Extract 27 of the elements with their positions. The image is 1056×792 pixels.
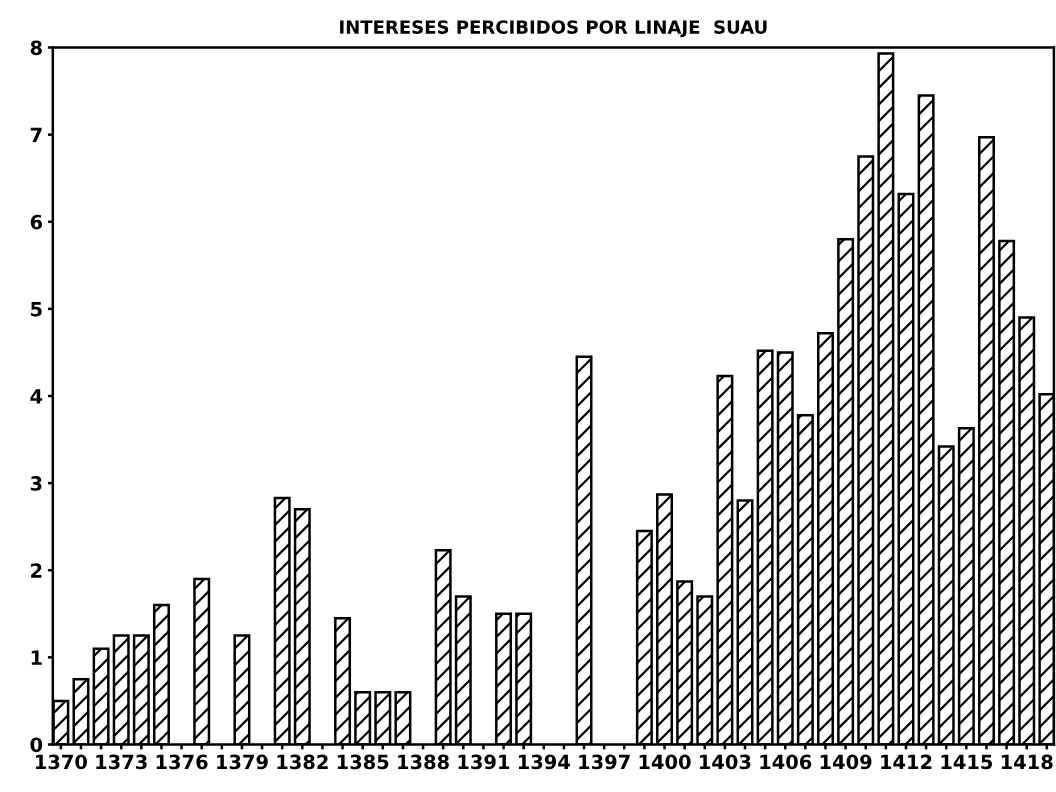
y-tick-label: 4 [30, 389, 43, 404]
y-tick-label: 8 [30, 40, 42, 56]
x-tick-label: 1388 [398, 754, 449, 770]
y-tick-label: 2 [31, 563, 42, 578]
x-tick-label: 1415 [941, 754, 993, 770]
x-tick-label: 1391 [458, 754, 510, 770]
y-tick-label: 0 [30, 737, 43, 753]
x-tick-label: 1397 [579, 754, 630, 770]
y-tick-label: 5 [31, 302, 42, 317]
x-tick-label: 1418 [1001, 754, 1053, 770]
x-tick-label: 1412 [881, 754, 932, 769]
x-tick-label: 1409 [820, 754, 872, 770]
x-tick-label: 1406 [760, 754, 812, 770]
y-tick-label: 1 [31, 650, 42, 665]
x-tick-label: 1379 [217, 754, 268, 770]
chart-title: INTERESES PERCIBIDOS POR LINAJE SUAU [340, 20, 767, 38]
x-tick-label: 1385 [337, 754, 389, 770]
y-tick-label: 7 [30, 127, 42, 143]
x-tick-label: 1394 [518, 754, 570, 770]
x-tick-label: 1400 [639, 754, 691, 770]
x-tick-label: 1370 [35, 754, 87, 770]
y-tick-label: 3 [30, 476, 42, 491]
y-tick-label: 6 [30, 214, 43, 230]
x-tick-label: 1376 [156, 754, 208, 770]
x-tick-label: 1382 [277, 754, 328, 770]
x-tick-label: 1403 [700, 754, 751, 770]
x-tick-label: 1373 [96, 754, 147, 770]
